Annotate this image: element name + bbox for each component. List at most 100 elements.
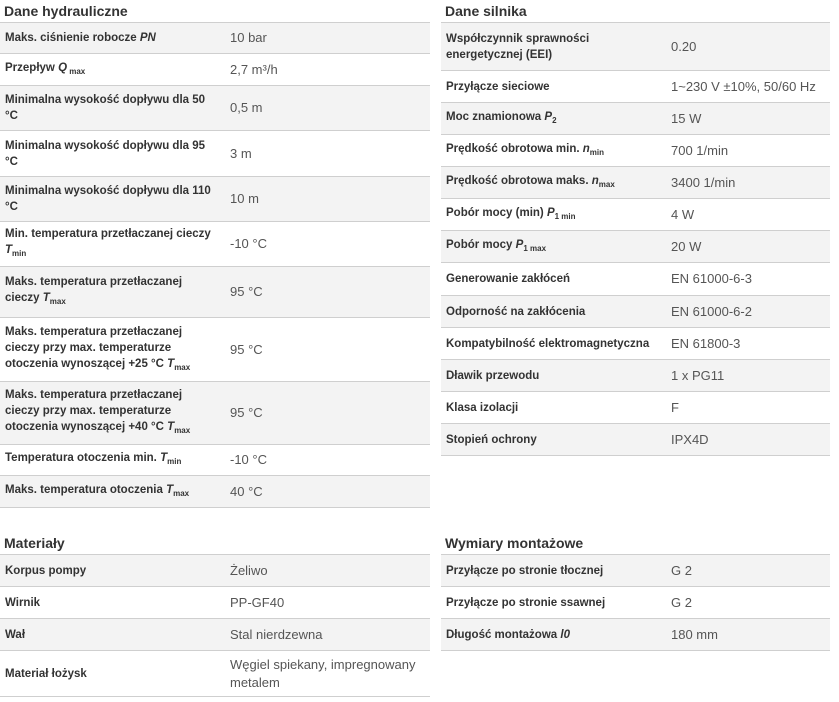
section-title: Materiały xyxy=(4,535,65,551)
table-row: Materiał łożysk Węgiel spiekany, impregno… xyxy=(0,650,430,697)
spec-label: Materiał łożysk xyxy=(0,650,224,697)
table-row: Przepływ Q max 2,7 m³/h xyxy=(0,53,430,86)
spec-label: Przepływ Q max xyxy=(0,53,224,86)
spec-value: IPX4D xyxy=(665,423,830,456)
spec-value: EN 61800-3 xyxy=(665,327,830,360)
spec-label: Maks. temperatura przetłaczanej cieczy T… xyxy=(0,266,224,318)
table-row: Min. temperatura przetłaczanej cieczy Tm… xyxy=(0,221,430,267)
table-row: Współczynnik sprawności energetycznej (E… xyxy=(441,22,830,71)
section-materials: Materiały Korpus pompy Żeliwo Wirnik PP-GF4… xyxy=(0,532,430,697)
spec-value: 15 W xyxy=(665,102,830,135)
spec-label: Prędkość obrotowa maks. nmax xyxy=(441,166,665,199)
spec-label: Długość montażowa l0 xyxy=(441,618,665,651)
table-row: Pobór mocy (min) P1 min 4 W xyxy=(441,198,830,231)
table-row: Generowanie zakłóceń EN 61000-6-3 xyxy=(441,262,830,296)
table-row: Kompatybilność elektromagnetyczna EN 6180… xyxy=(441,327,830,360)
section-hydraulic: Dane hydrauliczne Maks. ciśnienie robocz… xyxy=(0,0,430,508)
spec-label: Korpus pompy xyxy=(0,554,224,587)
spec-value: 0.20 xyxy=(665,22,830,71)
table-row: Minimalna wysokość dopływu dla 110 °C 10 … xyxy=(0,176,430,222)
materials-table: Korpus pompy Żeliwo Wirnik PP-GF40 Wał Stal n… xyxy=(0,554,430,697)
spec-label: Minimalna wysokość dopływu dla 50 °C xyxy=(0,85,224,131)
section-title: Dane silnika xyxy=(445,3,527,19)
table-row: Moc znamionowa P2 15 W xyxy=(441,102,830,135)
spec-value: -10 °C xyxy=(224,221,430,267)
spec-label: Maks. temperatura otoczenia Tmax xyxy=(0,475,224,508)
spec-label: Pobór mocy P1 max xyxy=(441,230,665,263)
spec-value: 3400 1/min xyxy=(665,166,830,199)
table-row: Przyłącze sieciowe 1~230 V ±10%, 50/60 Hz xyxy=(441,70,830,103)
table-row: Korpus pompy Żeliwo xyxy=(0,554,430,587)
spec-value: PP-GF40 xyxy=(224,586,430,619)
spec-value: 95 °C xyxy=(224,381,430,445)
spec-label: Dławik przewodu xyxy=(441,359,665,392)
spec-label: Stopień ochrony xyxy=(441,423,665,456)
table-row: Wirnik PP-GF40 xyxy=(0,586,430,619)
spec-value: Żeliwo xyxy=(224,554,430,587)
table-row: Stopień ochrony IPX4D xyxy=(441,423,830,456)
spec-label: Wirnik xyxy=(0,586,224,619)
spec-label: Kompatybilność elektromagnetyczna xyxy=(441,327,665,360)
spec-label: Klasa izolacji xyxy=(441,391,665,424)
table-row: Klasa izolacji F xyxy=(441,391,830,424)
spec-label: Prędkość obrotowa min. nmin xyxy=(441,134,665,167)
table-row: Długość montażowa l0 180 mm xyxy=(441,618,830,651)
spec-label: Wał xyxy=(0,618,224,651)
spec-value: 1~230 V ±10%, 50/60 Hz xyxy=(665,70,830,103)
spec-value: G 2 xyxy=(665,586,830,619)
table-row: Maks. ciśnienie robocze PN 10 bar xyxy=(0,22,430,54)
spec-label: Minimalna wysokość dopływu dla 95 °C xyxy=(0,130,224,177)
table-row: Maks. temperatura przetłaczanej cieczy p… xyxy=(0,317,430,382)
table-row: Prędkość obrotowa maks. nmax 3400 1/min xyxy=(441,166,830,199)
spec-label: Minimalna wysokość dopływu dla 110 °C xyxy=(0,176,224,222)
spec-label: Odporność na zakłócenia xyxy=(441,295,665,328)
spec-value: Stal nierdzewna xyxy=(224,618,430,651)
spec-label: Przyłącze sieciowe xyxy=(441,70,665,103)
spec-value: 3 m xyxy=(224,130,430,177)
hydraulic-table: Maks. ciśnienie robocze PN 10 bar Przepływ… xyxy=(0,22,430,508)
table-row: Maks. temperatura przetłaczanej cieczy T… xyxy=(0,266,430,318)
table-row: Odporność na zakłócenia EN 61000-6-2 xyxy=(441,295,830,328)
spec-label: Maks. ciśnienie robocze PN xyxy=(0,22,224,54)
spec-label: Maks. temperatura przetłaczanej cieczy p… xyxy=(0,317,224,382)
table-row: Prędkość obrotowa min. nmin 700 1/min xyxy=(441,134,830,167)
spec-label: Moc znamionowa P2 xyxy=(441,102,665,135)
spec-value: 20 W xyxy=(665,230,830,263)
table-row: Minimalna wysokość dopływu dla 95 °C 3 m xyxy=(0,130,430,177)
table-row: Przyłącze po stronie tłocznej G 2 xyxy=(441,554,830,587)
spec-value: -10 °C xyxy=(224,444,430,476)
spec-value: 1 x PG11 xyxy=(665,359,830,392)
table-row: Maks. temperatura otoczenia Tmax 40 °C xyxy=(0,475,430,508)
section-title: Wymiary montażowe xyxy=(445,535,584,551)
spec-label: Maks. temperatura przetłaczanej cieczy p… xyxy=(0,381,224,445)
spec-value: 95 °C xyxy=(224,266,430,318)
section-title: Dane hydrauliczne xyxy=(4,3,128,19)
spec-value: 10 bar xyxy=(224,22,430,54)
spec-value: 4 W xyxy=(665,198,830,231)
spec-value: 95 °C xyxy=(224,317,430,382)
spec-label: Przyłącze po stronie tłocznej xyxy=(441,554,665,587)
spec-value: 2,7 m³/h xyxy=(224,53,430,86)
table-row: Maks. temperatura przetłaczanej cieczy p… xyxy=(0,381,430,445)
spec-label: Przyłącze po stronie ssawnej xyxy=(441,586,665,619)
spec-value: EN 61000-6-3 xyxy=(665,262,830,296)
spec-value: Węgiel spiekany, impregnowany metalem xyxy=(224,650,430,697)
spec-label: Pobór mocy (min) P1 min xyxy=(441,198,665,231)
spec-label: Temperatura otoczenia min. Tmin xyxy=(0,444,224,476)
table-row: Minimalna wysokość dopływu dla 50 °C 0,5 … xyxy=(0,85,430,131)
mounting-table: Przyłącze po stronie tłocznej G 2 Przyłącz… xyxy=(441,554,830,651)
table-row: Dławik przewodu 1 x PG11 xyxy=(441,359,830,392)
spec-value: G 2 xyxy=(665,554,830,587)
spec-value: 700 1/min xyxy=(665,134,830,167)
spec-value: F xyxy=(665,391,830,424)
section-mounting: Wymiary montażowe Przyłącze po stronie t… xyxy=(441,532,830,651)
spec-value: 180 mm xyxy=(665,618,830,651)
section-motor: Dane silnika Współczynnik sprawności ene… xyxy=(441,0,830,456)
motor-table: Współczynnik sprawności energetycznej (E… xyxy=(441,22,830,456)
spec-label: Współczynnik sprawności energetycznej (E… xyxy=(441,22,665,71)
table-row: Temperatura otoczenia min. Tmin -10 °C xyxy=(0,444,430,476)
spec-label: Min. temperatura przetłaczanej cieczy Tm… xyxy=(0,221,224,267)
spec-value: 40 °C xyxy=(224,475,430,508)
table-row: Pobór mocy P1 max 20 W xyxy=(441,230,830,263)
table-row: Przyłącze po stronie ssawnej G 2 xyxy=(441,586,830,619)
